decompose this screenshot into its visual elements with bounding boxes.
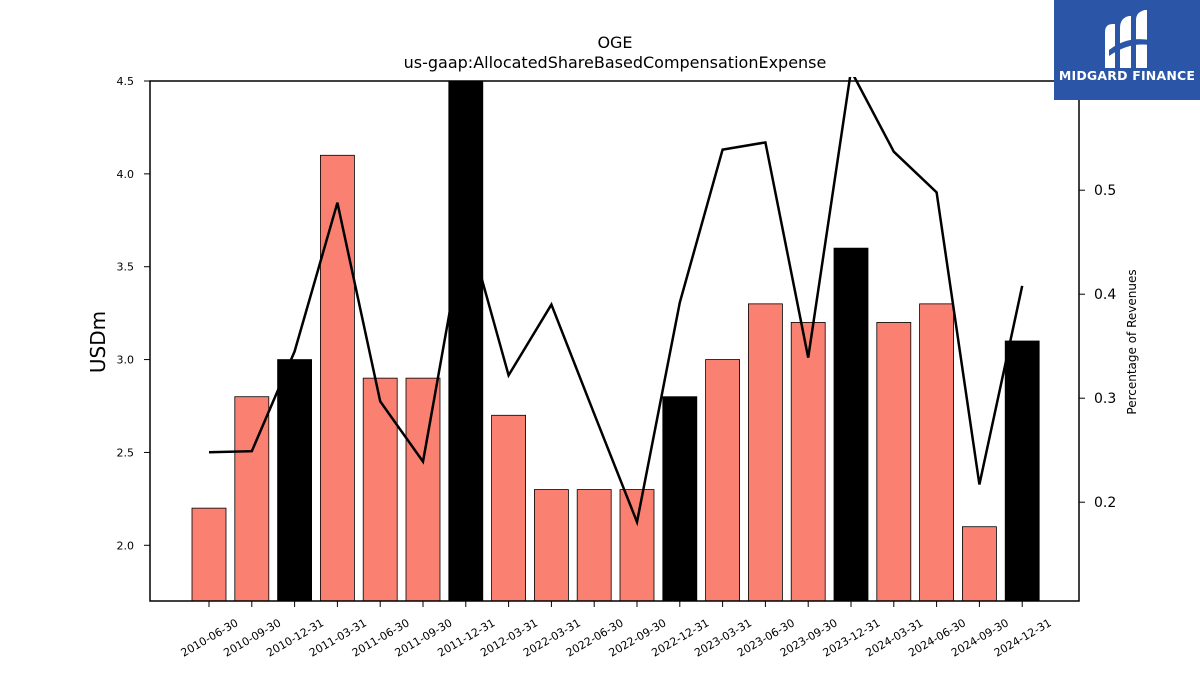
y-axis-label: USDm [86,311,110,373]
y2-tick-label: 0.4 [1094,287,1116,303]
y2-tick-label: 0.2 [1094,495,1116,511]
y2-tick-label: 0.3 [1094,391,1116,407]
y-axis-right: 0.20.30.40.50.6 [1079,79,1116,511]
bar-2011-12-31 [448,80,484,602]
bar-2022-09-30 [619,489,655,602]
x-axis: 2010-06-302010-09-302010-12-312011-03-31… [179,601,1054,660]
bar-2023-09-30 [790,322,826,602]
bar-2012-03-31 [491,414,527,602]
y2-tick-label: 0.5 [1094,183,1116,199]
y-tick-label: 2.5 [117,446,135,459]
y-axis-left: 2.0 2.5 3.0 3.5 4.0 4.5 [117,75,150,552]
chart-title: OGE [597,33,632,52]
revenue-percentage-line [208,77,1024,527]
bar-2011-09-30 [405,377,441,602]
bar-2023-03-31 [705,359,740,602]
y-tick-label: 3.0 [117,354,135,367]
brand-name: MIDGARD FINANCE [1058,68,1196,83]
bar-2023-06-30 [748,303,783,602]
bar-2011-06-30 [362,377,398,602]
midgard-logo-icon [1105,10,1149,68]
plot-frame [149,80,1080,602]
bar-2024-12-31 [1004,340,1040,602]
bar-2024-03-31 [876,322,912,602]
y-tick-label: 2.0 [117,539,135,552]
y-tick-label: 3.5 [117,261,135,274]
bar-2010-12-31 [277,359,313,602]
bars-layer [191,80,1040,602]
y-tick-label: 4.5 [117,75,135,88]
bar-2022-06-30 [576,489,612,602]
bar-2024-06-30 [919,303,954,602]
y2-axis-label: Percentage of Revenues [1125,269,1139,414]
brand-logo: MIDGARD FINANCE [1054,0,1200,100]
bar-2010-06-30 [191,507,227,602]
bar-2022-03-31 [534,489,569,602]
y-tick-label: 4.0 [117,168,135,181]
bar-2024-09-30 [962,526,997,602]
bar-2023-12-31 [833,247,869,602]
chart-subtitle: us-gaap:AllocatedShareBasedCompensationE… [404,53,827,72]
bar-2010-09-30 [234,396,270,602]
line-layer [208,77,1024,527]
bar-2022-12-31 [662,396,698,602]
bar-2011-03-31 [319,154,355,602]
